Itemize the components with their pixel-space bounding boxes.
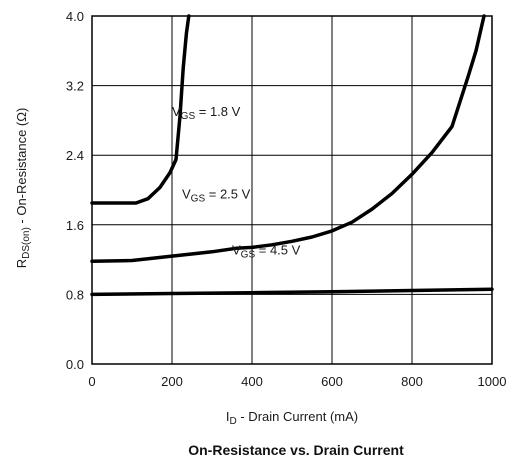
- series-label-main: V: [232, 242, 241, 257]
- y-tick-label: 3.2: [66, 79, 84, 94]
- x-axis-title-rest: - Drain Current (mA): [237, 409, 358, 424]
- x-axis-title-main: I: [226, 409, 230, 424]
- series-label-rest: = 4.5 V: [255, 242, 300, 257]
- series-label-sub: GS: [241, 249, 256, 260]
- y-tick-label: 0.8: [66, 287, 84, 302]
- x-tick-label: 800: [401, 374, 423, 389]
- x-tick-label: 400: [241, 374, 263, 389]
- series-label-2: VGS = 2.5 V: [182, 187, 251, 205]
- y-axis-title: RDS(on) - On-Resistance (Ω): [14, 108, 32, 269]
- series-label-main: V: [182, 187, 191, 202]
- y-tick-label: 2.4: [66, 148, 84, 163]
- series-label-1: VGS = 1.8 V: [172, 104, 241, 122]
- series-label-sub: GS: [191, 194, 206, 205]
- y-axis-title-rest: - On-Resistance (Ω): [14, 108, 29, 228]
- x-tick-label: 600: [321, 374, 343, 389]
- plot-frame: [91, 15, 493, 365]
- y-tick-labels: 0.0 0.8 1.6 2.4 3.2 4.0: [66, 9, 84, 372]
- x-tick-labels: 0 200 400 600 800 1000: [88, 374, 506, 389]
- series-label-sub: GS: [181, 111, 196, 122]
- x-axis-title-sub: D: [230, 416, 237, 427]
- y-axis-title-sub: DS(on): [21, 227, 32, 259]
- series-line-1: [90, 14, 191, 205]
- series-label-3: VGS = 4.5 V: [232, 242, 301, 260]
- y-tick-label: 1.6: [66, 218, 84, 233]
- series-lines: [90, 14, 494, 297]
- series-label-main: V: [172, 104, 181, 119]
- chart-title: On-Resistance vs. Drain Current: [188, 442, 404, 458]
- y-tick-label: 0.0: [66, 357, 84, 372]
- x-axis-title: ID - Drain Current (mA): [226, 409, 358, 427]
- x-tick-label: 200: [161, 374, 183, 389]
- series-label-rest: = 2.5 V: [205, 187, 250, 202]
- y-tick-label: 4.0: [66, 9, 84, 24]
- gridlines: [92, 16, 492, 364]
- series-label-rest: = 1.8 V: [195, 104, 240, 119]
- y-axis-title-main: R: [14, 259, 29, 268]
- series-line-2: [90, 14, 486, 264]
- series-line-3: [90, 287, 494, 297]
- x-tick-label: 1000: [478, 374, 507, 389]
- x-tick-label: 0: [88, 374, 95, 389]
